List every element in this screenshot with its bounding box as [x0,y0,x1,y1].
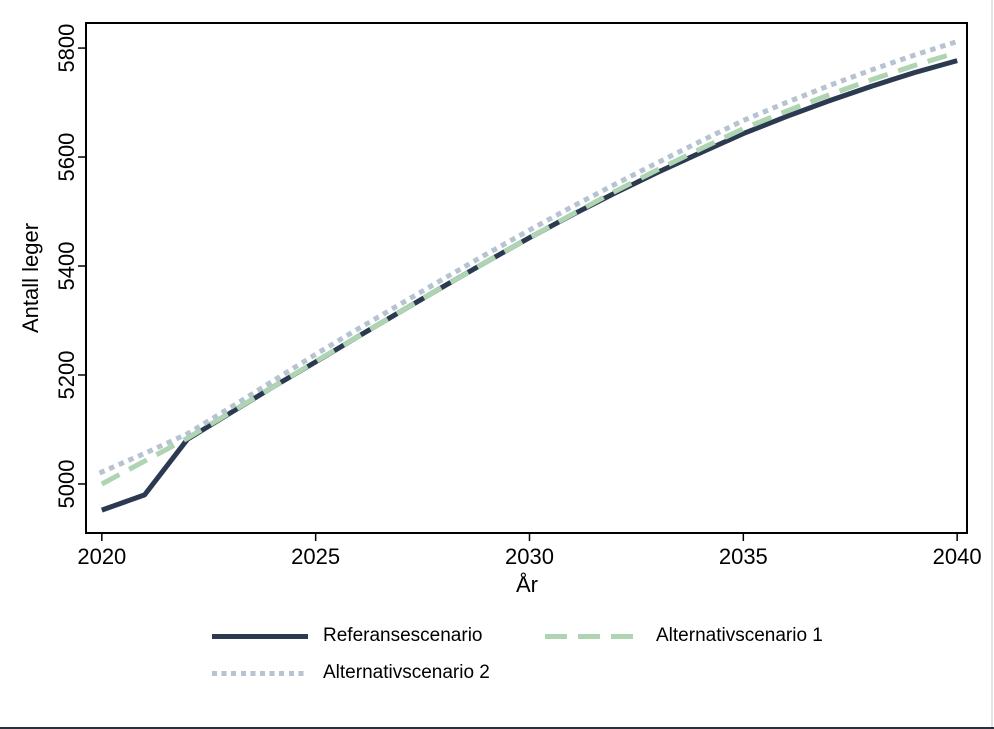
x-tick-label: 2040 [933,544,982,569]
series-line-2 [98,38,961,476]
legend-item-referansescenario: Referansescenario [212,625,483,646]
dashed-line-swatch [545,633,641,639]
y-tick-label: 5200 [54,351,79,400]
x-tick-label: 2020 [77,544,126,569]
series-line-1 [100,50,958,487]
plot-frame [85,22,968,534]
legend-label: Alternativscenario 2 [323,662,490,683]
x-tick-label: 2030 [505,544,554,569]
y-tick-label: 5000 [54,459,79,508]
series-line-0 [100,58,958,513]
window-bottom-edge [0,727,994,729]
solid-line-swatch [212,633,308,639]
x-tick-label: 2025 [291,544,340,569]
window-right-edge [991,0,993,729]
y-tick-label: 5800 [54,24,79,73]
y-axis-title: Antall leger [18,222,43,334]
y-tick-label: 5400 [54,242,79,291]
y-tick-label: 5600 [54,133,79,182]
line-chart: 5000 5200 5400 5600 5800 2020 2025 2030 2035 2040 [54,22,982,569]
x-axis-title: År [516,572,538,597]
legend-label: Alternativscenario 1 [656,625,823,646]
dotted-line-swatch [212,670,308,676]
legend-item-alternativscenario-2: Alternativscenario 2 [212,662,490,683]
legend-label: Referansescenario [323,625,483,646]
legend-item-alternativscenario-1: Alternativscenario 1 [545,625,823,646]
x-tick-label: 2035 [719,544,768,569]
